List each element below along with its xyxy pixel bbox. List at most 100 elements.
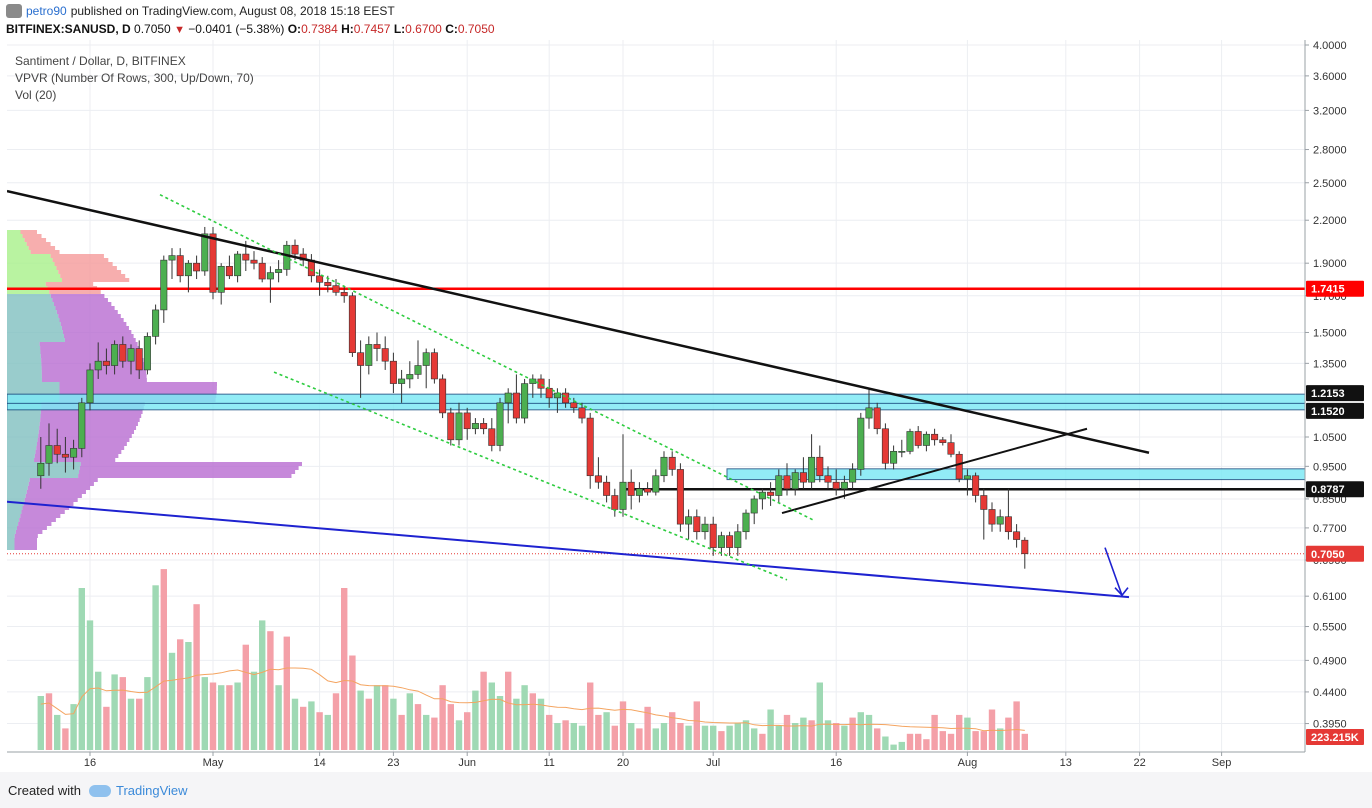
volume-bar — [611, 725, 618, 750]
volume-bar — [505, 671, 512, 750]
vpvr-up-bar — [7, 262, 55, 266]
candle-body — [78, 402, 86, 449]
candle-body — [775, 475, 783, 496]
vpvr-down-bar — [49, 290, 101, 294]
close-label: C: — [445, 22, 458, 36]
forecast-arrow-shaft — [1104, 547, 1123, 596]
vpvr-up-bar — [7, 242, 27, 246]
last-price: 0.7050 — [134, 22, 171, 36]
candle-body — [931, 433, 939, 441]
candle-body — [865, 407, 873, 419]
volume-bar — [54, 714, 61, 750]
candle-body — [406, 374, 414, 380]
candle-body — [890, 451, 898, 464]
candle-body — [283, 244, 291, 270]
vpvr-down-bar — [40, 418, 140, 422]
volume-bar — [103, 706, 110, 750]
volume-bar — [209, 682, 217, 750]
candle-body — [291, 244, 299, 255]
vpvr-down-bar — [60, 274, 126, 278]
vpvr-down-bar — [40, 350, 141, 354]
volume-bar — [193, 604, 200, 750]
tradingview-link[interactable]: TradingView — [88, 783, 188, 798]
candlestick — [849, 463, 857, 489]
vpvr-up-bar — [7, 318, 60, 322]
vpvr-down-bar — [22, 506, 70, 510]
support-resistance-zones — [6, 287, 1306, 555]
tradingview-brand: TradingView — [115, 783, 188, 798]
volume-bar — [677, 723, 684, 750]
candle-body — [808, 456, 816, 483]
vpvr-down-bar — [62, 278, 130, 282]
volume-bar — [652, 728, 659, 750]
trend-drawings — [6, 189, 1150, 599]
volume-bar — [1021, 733, 1028, 750]
candle-body — [832, 481, 840, 490]
candlestick — [783, 463, 791, 496]
price-tick-label: 0.7700 — [1313, 523, 1347, 535]
time-axis: 16 May 14 23 Jun 11 20 Jul 16 Aug 13 22 Sep — [7, 751, 1371, 772]
volume-bar — [578, 725, 586, 750]
volume-bar — [562, 720, 569, 750]
vpvr-down-bar — [59, 318, 124, 322]
legend-symbol[interactable]: Santiment / Dollar, D, BITFINEX — [15, 54, 186, 68]
vpvr-up-bar — [7, 526, 17, 530]
chart-area[interactable]: 4.0000 3.6000 3.2000 2.8000 2.5000 2.2000 1.90… — [6, 40, 1371, 772]
candle-body — [94, 360, 102, 371]
candle-body — [324, 282, 332, 286]
open-label: O: — [287, 22, 302, 36]
candlestick — [808, 434, 816, 489]
candle-body — [209, 233, 217, 293]
volume-bar — [915, 733, 922, 750]
vpvr-down-bar — [55, 306, 115, 310]
candle-body — [422, 352, 430, 366]
volume-bar — [529, 693, 536, 750]
legend-vpvr[interactable]: VPVR (Number Of Rows, 300, Up/Down, 70) — [15, 71, 254, 85]
vpvr-down-bar — [56, 266, 117, 270]
vpvr-down-bar — [50, 254, 104, 258]
candle-body — [447, 412, 455, 441]
candlestick — [881, 423, 889, 470]
high-label: H: — [341, 22, 354, 36]
vpvr-down-bar — [41, 362, 145, 366]
candlestick — [512, 374, 520, 424]
candlestick — [586, 412, 594, 489]
price-tick-label: 1.3500 — [1313, 358, 1347, 370]
price-tick-label: 2.8000 — [1313, 145, 1347, 157]
vpvr-down-bar — [59, 386, 217, 390]
volume-bar — [45, 693, 53, 750]
volume-bar — [308, 701, 315, 750]
vpvr-up-bar — [7, 386, 60, 390]
volume-bar — [414, 704, 422, 750]
close-value: 0.7050 — [457, 22, 495, 36]
candlestick — [119, 336, 127, 368]
price-badge-bg — [1306, 385, 1364, 402]
vpvr-down-bar — [40, 354, 143, 358]
candlestick — [45, 423, 53, 476]
vpvr-up-bar — [7, 534, 15, 538]
price-chart-svg[interactable]: 4.0000 3.6000 3.2000 2.8000 2.5000 2.2000 1.90… — [6, 40, 1371, 772]
vpvr-down-bar — [20, 514, 61, 518]
vpvr-down-bar — [56, 310, 118, 314]
candlestick — [685, 509, 693, 540]
candle-body — [480, 423, 488, 430]
vpvr-down-bar — [35, 450, 122, 454]
legend-volume[interactable]: Vol (20) — [15, 88, 57, 102]
candle-body — [389, 360, 397, 384]
vpvr-up-bar — [7, 478, 30, 482]
volume-bar — [841, 725, 848, 750]
vpvr-up-bar — [7, 438, 38, 442]
candle-body — [430, 352, 438, 380]
candle-body — [594, 475, 602, 483]
candle-body — [963, 475, 971, 480]
candlestick — [422, 348, 430, 389]
candle-body — [824, 475, 832, 483]
publisher-username[interactable]: petro90 — [26, 4, 67, 18]
high-value: 0.7457 — [353, 22, 391, 36]
candle-body — [947, 442, 955, 455]
volume-bar — [726, 725, 733, 750]
candle-body — [455, 412, 463, 441]
price-change: −0.0401 (−5.38%) — [188, 22, 285, 36]
vpvr-up-bar — [7, 482, 29, 486]
blue-support-trend-line — [6, 500, 1130, 599]
